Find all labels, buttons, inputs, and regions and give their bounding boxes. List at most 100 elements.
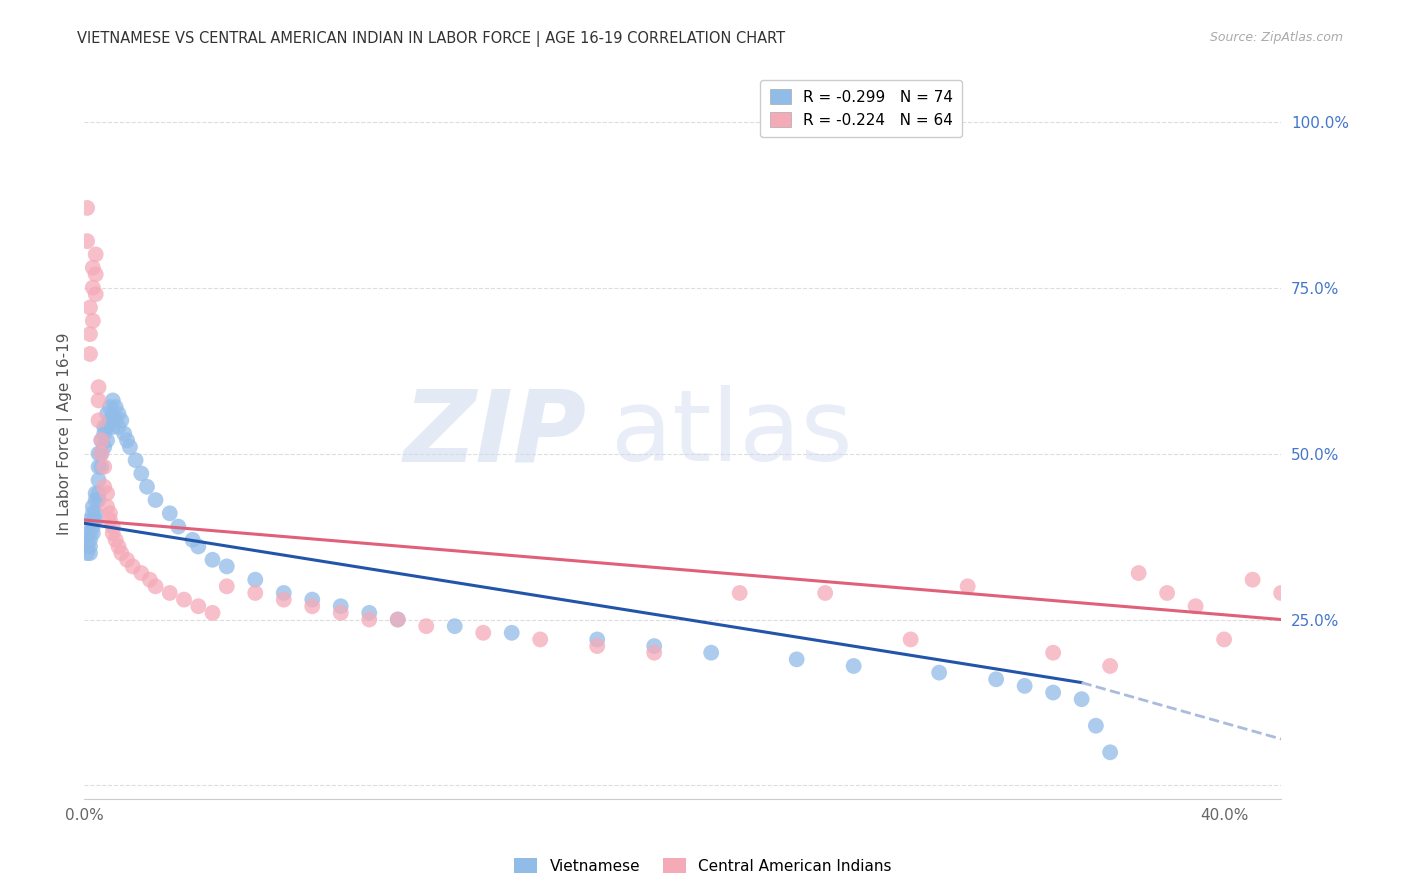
Point [84, 506, 107, 520]
Point [107, 420, 129, 434]
Point [96, 434, 118, 448]
Point [82, 500, 104, 514]
Point [145, 579, 167, 593]
Point [93, 480, 115, 494]
Point [104, 413, 127, 427]
Legend: Vietnamese, Central American Indians: Vietnamese, Central American Indians [508, 852, 898, 880]
Point [443, 619, 465, 633]
Point [87, 380, 110, 394]
Point [387, 613, 409, 627]
Point [110, 413, 132, 427]
Point [87, 493, 110, 508]
Point [501, 625, 523, 640]
Point [1099, 659, 1122, 673]
Point [415, 619, 437, 633]
Point [107, 540, 129, 554]
Point [643, 639, 665, 653]
Point [98, 400, 121, 414]
Point [842, 659, 865, 673]
Point [586, 632, 609, 647]
Point [93, 420, 115, 434]
Point [79, 546, 101, 560]
Point [90, 434, 112, 448]
Point [273, 592, 295, 607]
Point [112, 426, 135, 441]
Point [84, 493, 107, 508]
Point [107, 407, 129, 421]
Point [1128, 566, 1150, 580]
Point [87, 459, 110, 474]
Point [93, 426, 115, 441]
Point [1270, 586, 1292, 600]
Point [1042, 685, 1064, 699]
Point [136, 480, 159, 494]
Point [82, 519, 104, 533]
Point [167, 519, 190, 533]
Point [82, 506, 104, 520]
Text: atlas: atlas [610, 385, 852, 483]
Point [84, 513, 107, 527]
Point [96, 486, 118, 500]
Point [90, 459, 112, 474]
Point [215, 559, 238, 574]
Point [1184, 599, 1206, 614]
Point [101, 420, 124, 434]
Point [187, 599, 209, 614]
Point [359, 613, 381, 627]
Point [181, 533, 204, 547]
Point [96, 500, 118, 514]
Point [90, 446, 112, 460]
Point [1156, 586, 1178, 600]
Point [93, 440, 115, 454]
Point [956, 579, 979, 593]
Point [101, 407, 124, 421]
Point [104, 400, 127, 414]
Point [87, 413, 110, 427]
Point [173, 592, 195, 607]
Point [87, 446, 110, 460]
Point [82, 260, 104, 275]
Point [245, 573, 267, 587]
Point [273, 586, 295, 600]
Point [129, 467, 152, 481]
Point [96, 407, 118, 421]
Point [98, 413, 121, 427]
Point [90, 446, 112, 460]
Point [87, 486, 110, 500]
Point [1213, 632, 1236, 647]
Point [159, 506, 181, 520]
Point [329, 606, 352, 620]
Point [82, 280, 104, 294]
Point [76, 540, 98, 554]
Point [76, 526, 98, 541]
Point [984, 673, 1007, 687]
Point [472, 625, 495, 640]
Point [129, 566, 152, 580]
Point [76, 234, 98, 248]
Point [215, 579, 238, 593]
Point [110, 546, 132, 560]
Y-axis label: In Labor Force | Age 16-19: In Labor Force | Age 16-19 [58, 333, 73, 535]
Point [76, 201, 98, 215]
Point [79, 540, 101, 554]
Point [139, 573, 162, 587]
Point [187, 540, 209, 554]
Point [90, 434, 112, 448]
Point [728, 586, 751, 600]
Text: ZIP: ZIP [404, 385, 586, 483]
Point [643, 646, 665, 660]
Point [79, 526, 101, 541]
Point [115, 553, 138, 567]
Point [104, 533, 127, 547]
Point [201, 553, 224, 567]
Legend: R = -0.299   N = 74, R = -0.224   N = 64: R = -0.299 N = 74, R = -0.224 N = 64 [761, 79, 962, 136]
Point [1327, 606, 1350, 620]
Point [928, 665, 950, 680]
Point [79, 347, 101, 361]
Point [121, 559, 143, 574]
Point [529, 632, 551, 647]
Point [87, 473, 110, 487]
Point [786, 652, 808, 666]
Point [118, 440, 141, 454]
Point [84, 287, 107, 301]
